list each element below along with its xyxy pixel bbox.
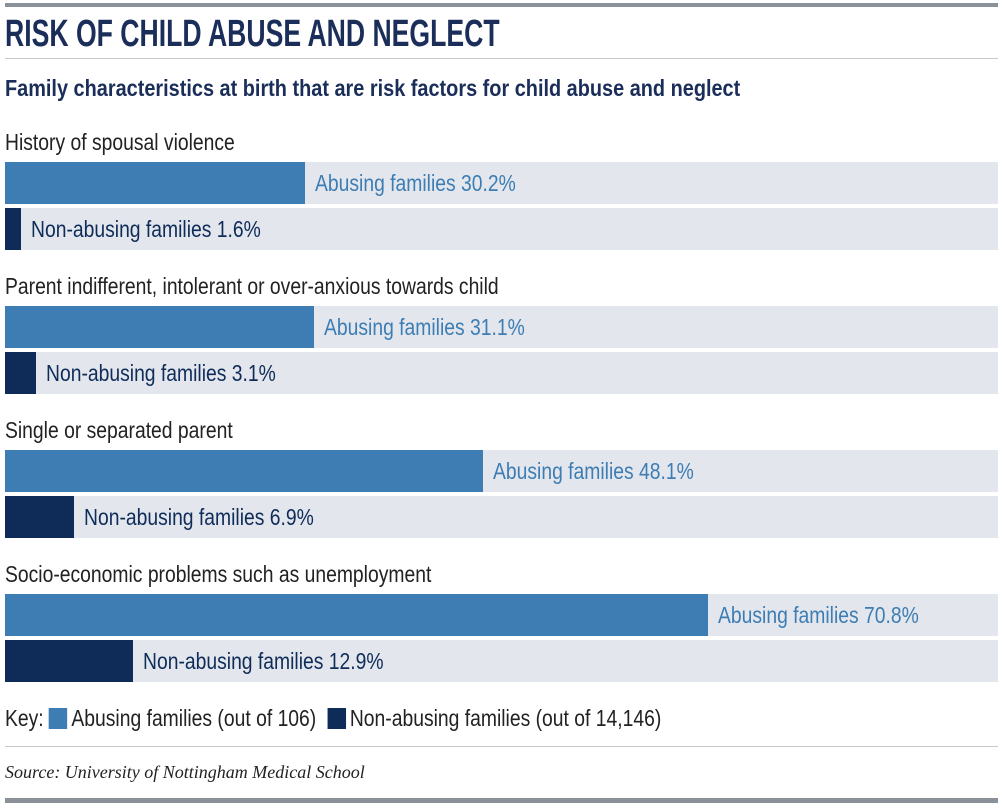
category-label: Socio-economic problems such as unemploy… xyxy=(5,561,432,587)
title-rule xyxy=(5,58,998,59)
bar-chart: History of spousal violence Abusing famil… xyxy=(5,128,998,704)
abusing-families-bar xyxy=(5,162,305,204)
bar-track: Abusing families 31.1% xyxy=(5,306,998,348)
non-abusing-families-data-label: Non-abusing families 12.9% xyxy=(143,640,384,682)
series-name: Abusing families xyxy=(323,314,465,340)
abusing-families-data-label: Abusing families 31.1% xyxy=(324,306,525,348)
category-group: History of spousal violence Abusing famil… xyxy=(5,128,998,250)
non-abusing-families-data-label: Non-abusing families 3.1% xyxy=(46,352,276,394)
bar-track: Non-abusing families 12.9% xyxy=(5,640,998,682)
non-abusing-families-bar xyxy=(5,640,134,682)
category-label: Single or separated parent xyxy=(5,417,233,443)
unit-symbol: % xyxy=(296,504,314,530)
abusing-families-data-label: Abusing families 70.8% xyxy=(718,594,919,636)
unit-symbol: % xyxy=(243,216,261,242)
bar-track: Abusing families 30.2% xyxy=(5,162,998,204)
non-abusing-families-data-label: Non-abusing families 6.9% xyxy=(84,496,314,538)
legend-label-non-abusing-families: Non-abusing families (out of 14,146) xyxy=(349,705,662,731)
data-value: 3.1 xyxy=(231,360,259,386)
category-group: Single or separated parent Abusing famili… xyxy=(5,416,998,538)
series-name: Non-abusing families xyxy=(30,216,212,242)
abusing-families-data-label: Abusing families 30.2% xyxy=(315,162,516,204)
abusing-families-bar xyxy=(5,594,709,636)
unit-symbol: % xyxy=(498,170,516,196)
bottom-rule xyxy=(5,798,998,803)
series-name: Abusing families xyxy=(492,458,634,484)
non-abusing-families-data-label: Non-abusing families 1.6% xyxy=(31,208,261,250)
non-abusing-families-bar xyxy=(5,208,21,250)
chart-title: RISK OF CHILD ABUSE AND NEGLECT xyxy=(5,13,500,55)
bar-track: Abusing families 70.8% xyxy=(5,594,998,636)
legend: Key: Abusing families (out of 106) Non-a… xyxy=(5,706,661,730)
abusing-families-bar xyxy=(5,450,483,492)
bar-track: Non-abusing families 6.9% xyxy=(5,496,998,538)
legend-swatch-abusing-families xyxy=(48,707,68,729)
legend-title: Key: xyxy=(5,705,44,731)
abusing-families-bar xyxy=(5,306,314,348)
series-name: Abusing families xyxy=(314,170,456,196)
source-note: Source: University of Nottingham Medical… xyxy=(5,762,365,782)
unit-symbol: % xyxy=(676,458,694,484)
series-name: Non-abusing families xyxy=(45,360,227,386)
data-value: 31.1 xyxy=(469,314,508,340)
data-value: 70.8 xyxy=(864,602,902,628)
bar-track: Abusing families 48.1% xyxy=(5,450,998,492)
non-abusing-families-bar xyxy=(5,496,74,538)
data-value: 12.9 xyxy=(328,648,367,674)
category-group: Parent indifferent, intolerant or over-a… xyxy=(5,272,998,394)
data-value: 48.1 xyxy=(638,458,677,484)
legend-swatch-non-abusing-families xyxy=(327,707,346,729)
bar-track: Non-abusing families 1.6% xyxy=(5,208,998,250)
footer-rule xyxy=(5,746,998,747)
legend-label-abusing-families: Abusing families (out of 106) xyxy=(71,705,317,731)
data-value: 6.9 xyxy=(269,504,297,530)
chart-subtitle: Family characteristics at birth that are… xyxy=(5,75,741,101)
data-value: 1.6 xyxy=(216,216,244,242)
series-name: Non-abusing families xyxy=(143,648,324,674)
series-name: Non-abusing families xyxy=(83,504,264,530)
unit-symbol: % xyxy=(901,602,919,628)
category-label: Parent indifferent, intolerant or over-a… xyxy=(5,273,499,299)
unit-symbol: % xyxy=(258,360,276,386)
data-value: 30.2 xyxy=(460,170,499,196)
category-label: History of spousal violence xyxy=(5,129,235,155)
bar-track: Non-abusing families 3.1% xyxy=(5,352,998,394)
series-name: Abusing families xyxy=(718,602,859,628)
unit-symbol: % xyxy=(507,314,525,340)
unit-symbol: % xyxy=(366,648,384,674)
non-abusing-families-bar xyxy=(5,352,36,394)
abusing-families-data-label: Abusing families 48.1% xyxy=(493,450,694,492)
top-rule xyxy=(5,3,998,7)
category-group: Socio-economic problems such as unemploy… xyxy=(5,560,998,682)
